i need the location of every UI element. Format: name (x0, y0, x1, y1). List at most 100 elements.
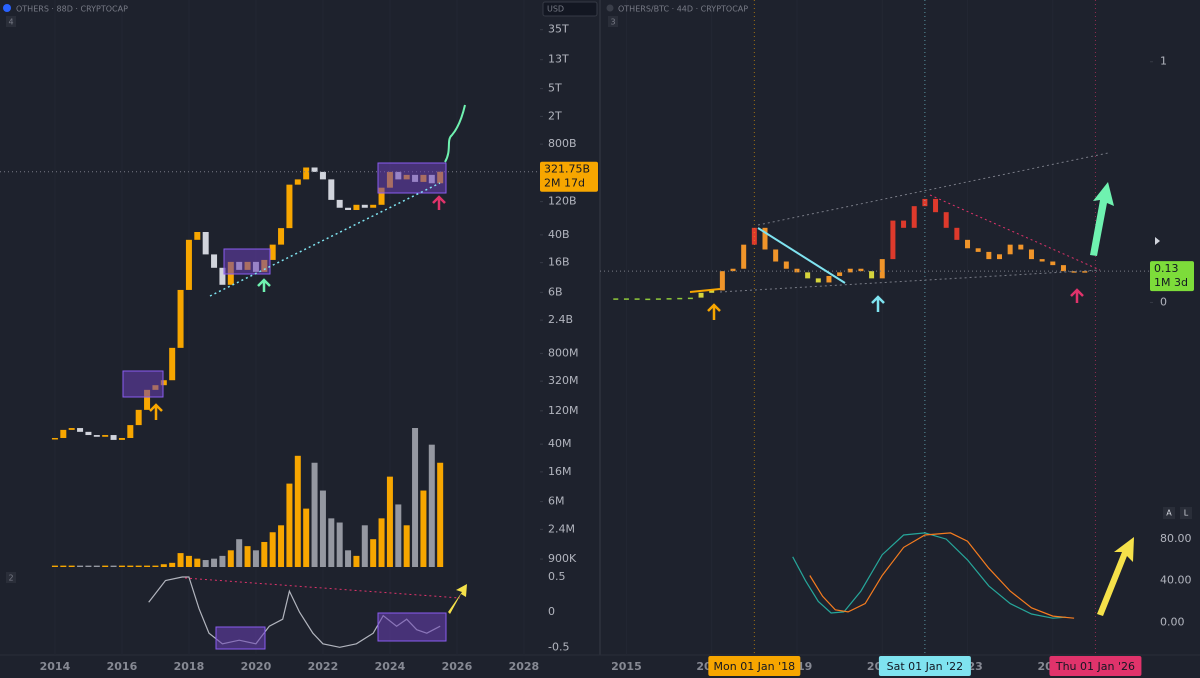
candle (219, 267, 226, 285)
scale-button-label[interactable]: L (1184, 509, 1189, 518)
volume-bar (278, 525, 285, 567)
volume-bar (68, 565, 75, 567)
volume-bar (252, 550, 259, 567)
volume-bar (227, 550, 234, 567)
volume-bar (169, 562, 176, 567)
oscillator-line (792, 532, 1066, 619)
symbol-title: OTHERS/BTC · 44D · CRYPTOCAP (618, 5, 748, 14)
pane-number: 4 (8, 18, 13, 27)
candle (815, 278, 821, 283)
volume-bar (177, 553, 184, 567)
candle (922, 198, 928, 207)
candle (319, 171, 326, 180)
volume-bar (219, 555, 226, 567)
volume-bar (328, 518, 335, 567)
y-tick-label: 16B (548, 256, 570, 269)
candle (634, 298, 640, 300)
candle (328, 179, 335, 200)
candle (127, 425, 134, 438)
trendline (184, 577, 461, 599)
candle (613, 298, 619, 300)
volume-bar (336, 522, 343, 567)
candle (311, 167, 318, 172)
volume-bar (428, 444, 435, 567)
symbol-title: OTHERS · 88D · CRYPTOCAP (16, 5, 128, 14)
x-tick-label: 2026 (442, 660, 473, 673)
y-tick-label: 5T (548, 82, 562, 95)
y-tick-label: 800B (548, 137, 577, 150)
candle (965, 239, 971, 249)
volume-bar (211, 558, 218, 567)
volume-bar (77, 565, 84, 567)
pane-number: 2 (8, 574, 13, 583)
candle (194, 232, 201, 240)
candle (1071, 271, 1077, 273)
annotations (122, 104, 1160, 650)
candle (370, 204, 377, 208)
price-label: 0.13 (1154, 262, 1179, 275)
candle (762, 227, 768, 250)
symbol-icon (606, 4, 614, 12)
candle (286, 184, 293, 229)
volume-bar (194, 558, 201, 567)
date-label-box (708, 656, 801, 676)
x-tick-label: 2014 (40, 660, 71, 673)
x-tick-label: 2020 (241, 660, 272, 673)
volume-bar (144, 565, 151, 567)
currency-selector[interactable] (542, 1, 598, 17)
x-tick-label: 2015 (611, 660, 642, 673)
candle (847, 268, 853, 273)
arrow (1070, 288, 1084, 303)
candle (709, 290, 715, 293)
candle (996, 254, 1002, 260)
candle (1060, 265, 1066, 272)
candle (336, 199, 343, 208)
trendline (757, 227, 846, 284)
scale-button-label[interactable]: A (1166, 509, 1172, 518)
highlight-box (377, 612, 447, 642)
arrow (1090, 182, 1114, 256)
osc-tick-label: 0 (548, 605, 555, 618)
currency[interactable]: USD (547, 5, 564, 14)
volume-bar (386, 476, 393, 567)
x-tick-label: 2028 (509, 660, 540, 673)
highlight-box (377, 162, 447, 194)
volume-bar (378, 518, 385, 567)
x-tick-label: 2022 (308, 660, 339, 673)
arrow (257, 278, 271, 292)
candle (68, 428, 75, 430)
volume-bar (160, 564, 167, 567)
volume-bar (303, 508, 310, 567)
candle (773, 249, 779, 262)
candle (169, 347, 176, 381)
candle (211, 254, 218, 268)
volume-bar (60, 565, 67, 567)
oscillator-line (809, 532, 1075, 619)
volume-bar (51, 565, 58, 567)
candle (202, 232, 209, 255)
symbol-icon (3, 4, 11, 12)
countdown: 1M 3d (1154, 276, 1188, 289)
candle (623, 298, 629, 300)
candle (826, 275, 832, 283)
y-tick-label: 40M (548, 437, 572, 450)
osc-tick-label: 0.5 (548, 570, 566, 583)
candle (278, 228, 285, 245)
scale-button[interactable] (1180, 507, 1192, 519)
candle (1039, 259, 1045, 262)
candle (858, 268, 864, 272)
candle (879, 259, 885, 279)
highlight-box (223, 248, 271, 275)
price-label: 321.75B (544, 163, 590, 176)
candle (378, 187, 385, 205)
candle (687, 297, 693, 300)
candle (177, 289, 184, 348)
volume-bar (361, 525, 368, 567)
volume-bar (152, 565, 159, 567)
candle (269, 244, 276, 260)
scale-button[interactable] (1163, 507, 1175, 519)
candle (353, 204, 360, 210)
candle (730, 268, 736, 272)
candle (869, 271, 875, 279)
